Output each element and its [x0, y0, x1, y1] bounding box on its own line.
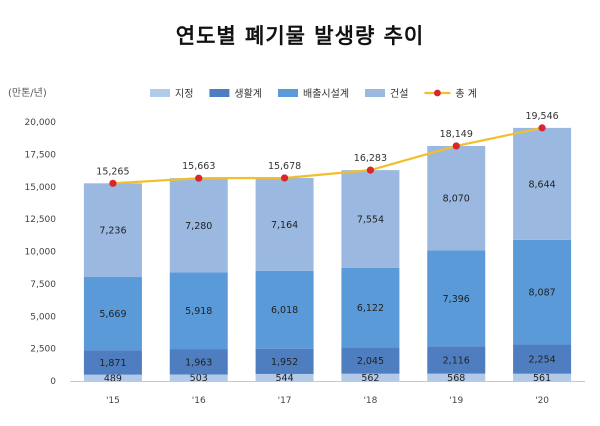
bar-segment	[427, 346, 486, 374]
legend-label: 배출시설계	[303, 88, 349, 100]
unit-label: (만톤/년)	[8, 87, 47, 99]
bar-segment	[513, 344, 572, 374]
bar-value-label: 1,952	[271, 357, 298, 368]
y-tick-label: 2,500	[30, 345, 56, 355]
y-tick-label: 20,000	[25, 118, 57, 128]
bar-value-label: 2,045	[357, 356, 384, 367]
bars: 489 1,871 5,669 7,236 503 1,963 5,918 7,280 544 1…	[83, 127, 572, 384]
bar-value-label: 7,236	[99, 226, 126, 237]
bar-value-label: 544	[276, 373, 294, 384]
x-tick-label: '17	[278, 396, 292, 406]
legend-swatch	[278, 89, 299, 97]
x-tick-label: '19	[449, 396, 463, 406]
bar-value-label: 7,396	[443, 294, 470, 305]
total-value-label: 15,678	[268, 161, 301, 172]
bar-value-label: 1,871	[99, 358, 126, 369]
bar-segment	[341, 170, 400, 268]
bar-segment	[83, 374, 142, 381]
bar-value-label: 6,122	[357, 303, 384, 314]
bar-value-label: 5,918	[185, 306, 212, 317]
bar-value-label: 8,087	[528, 288, 555, 299]
total-value-label: 19,546	[525, 111, 558, 122]
chart-title: 연도별 폐기물 발생량 추이	[175, 24, 425, 48]
legend-swatch	[150, 89, 170, 97]
bar-value-label: 562	[361, 373, 379, 384]
legend-label: 생활계	[234, 87, 262, 100]
bar-segment	[427, 145, 486, 251]
total-point	[280, 174, 289, 182]
x-tick-label: '18	[363, 396, 377, 406]
bar-value-label: 6,018	[271, 305, 298, 316]
bar-segment	[341, 267, 400, 348]
total-point	[195, 174, 203, 182]
bar-segment	[513, 239, 572, 345]
bar-value-label: 7,554	[357, 215, 384, 226]
y-tick-label: 7,500	[30, 280, 56, 290]
legend: 지정 생활계 배출시설계 건설 총 계	[150, 87, 477, 100]
bar-segment	[427, 250, 486, 347]
bar-segment	[255, 373, 314, 381]
total-value-label: 18,149	[440, 129, 473, 140]
bar-value-label: 5,669	[99, 309, 126, 320]
x-tick-label: '16	[192, 396, 206, 406]
y-axis: 0 2,500 5,000 7,500 10,000 12,500 15,000 17,500…	[25, 118, 57, 387]
bar-segment	[169, 272, 228, 350]
bar-segment	[341, 347, 400, 374]
total-point	[538, 124, 546, 132]
total-point	[452, 142, 460, 150]
y-tick-label: 0	[50, 377, 56, 387]
x-tick-label: '15	[106, 396, 120, 406]
bar-value-label: 561	[533, 373, 551, 384]
bar-segment	[255, 348, 314, 374]
x-tick-label: '20	[535, 396, 549, 406]
bar-value-label: 8,070	[443, 194, 470, 205]
bar-segment	[341, 373, 400, 381]
bar-segment	[427, 373, 486, 381]
bar-value-label: 2,254	[528, 355, 555, 366]
bar-value-label: 8,644	[528, 179, 555, 190]
bar-segment	[255, 270, 314, 349]
legend-swatch	[209, 89, 230, 97]
legend-label: 지정	[175, 88, 193, 100]
total-point	[109, 179, 117, 187]
bar-value-label: 503	[190, 373, 208, 384]
total-point	[366, 166, 375, 174]
bar-value-label: 1,963	[185, 357, 212, 368]
y-tick-label: 15,000	[25, 183, 57, 193]
bar-segment	[255, 177, 314, 271]
bar-value-label: 489	[104, 373, 122, 384]
total-line: 15,265 15,663 15,678 16,283 18,149 19,546	[96, 111, 559, 187]
bar-segment	[169, 178, 228, 273]
y-tick-label: 17,500	[25, 150, 57, 160]
bar-segment	[169, 349, 228, 375]
legend-label: 총 계	[455, 88, 477, 100]
bar-segment	[513, 127, 572, 240]
bar-value-label: 2,116	[443, 355, 470, 366]
bar-segment	[83, 277, 142, 351]
total-value-label: 15,663	[182, 161, 215, 172]
bar-value-label: 7,280	[185, 221, 212, 232]
y-tick-label: 12,500	[25, 215, 57, 225]
bar-value-label: 7,164	[271, 220, 298, 231]
bar-segment	[169, 374, 228, 381]
legend-label: 건설	[390, 88, 408, 100]
bar-segment	[83, 350, 142, 375]
total-series-line	[112, 126, 543, 185]
y-tick-label: 5,000	[30, 312, 56, 322]
bar-value-label: 568	[447, 373, 465, 384]
y-tick-label: 10,000	[25, 248, 57, 258]
bar-segment	[83, 183, 142, 278]
legend-swatch	[365, 89, 386, 97]
total-value-label: 16,283	[354, 153, 387, 164]
x-axis: '15 '16 '17 '18 '19 '20	[70, 381, 585, 406]
bar-segment	[513, 373, 572, 381]
total-value-label: 15,265	[96, 166, 129, 177]
legend-marker	[434, 89, 441, 97]
